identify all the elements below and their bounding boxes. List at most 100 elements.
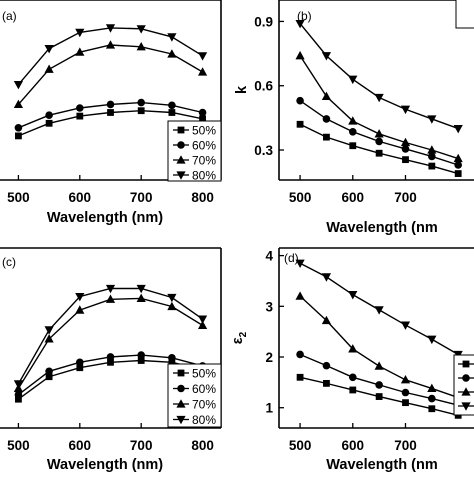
data-point xyxy=(402,156,409,164)
data-point xyxy=(375,149,383,157)
data-point xyxy=(168,354,176,362)
legend: 50%60%70%80% xyxy=(167,120,222,183)
y-tick-label: 4 xyxy=(265,249,273,264)
legend-marker xyxy=(461,387,471,396)
data-point xyxy=(167,293,177,303)
legend-marker xyxy=(176,415,186,425)
data-point xyxy=(13,81,24,90)
data-point xyxy=(44,64,54,73)
data-point xyxy=(15,395,22,403)
legend-partial xyxy=(453,354,474,416)
data-point xyxy=(197,315,208,324)
data-point xyxy=(323,379,330,387)
data-point xyxy=(375,137,383,146)
y-axis-label-base: ε xyxy=(230,337,246,344)
data-point xyxy=(375,381,383,389)
data-point xyxy=(427,115,437,124)
data-point xyxy=(453,153,463,163)
data-point xyxy=(106,353,115,361)
data-point xyxy=(136,293,146,302)
data-point xyxy=(75,28,85,38)
data-point xyxy=(321,273,332,282)
panel-c: (c) 500 600 700 800 Wavelength (nm) 50%60% 70%8… xyxy=(0,247,222,473)
legend-marker xyxy=(177,141,185,149)
legend: 50%60%70%80% xyxy=(167,363,222,428)
legend-marker xyxy=(177,384,185,393)
x-tick-label: 500 xyxy=(289,190,312,205)
data-point xyxy=(76,104,84,112)
data-point xyxy=(402,399,409,407)
x-tick-label: 500 xyxy=(289,438,312,453)
data-point xyxy=(197,52,208,61)
y-axis-label: ε2 xyxy=(230,331,249,344)
y-tick-label: 1 xyxy=(265,401,273,416)
legend-label: 60% xyxy=(192,382,216,396)
data-point xyxy=(454,170,462,177)
legend-box xyxy=(167,120,222,182)
data-point xyxy=(13,380,24,389)
data-point xyxy=(107,109,114,116)
data-point xyxy=(197,67,208,76)
data-point xyxy=(295,291,305,300)
data-point xyxy=(45,367,53,376)
data-point xyxy=(375,393,383,400)
data-point xyxy=(296,350,304,359)
series-line-3 xyxy=(17,44,203,105)
data-point xyxy=(296,96,304,105)
data-point xyxy=(400,375,411,384)
x-tick-label: 500 xyxy=(7,438,30,453)
legend-marker xyxy=(462,360,470,368)
legend-marker xyxy=(462,374,470,382)
data-point xyxy=(44,326,54,335)
legend-label: 80% xyxy=(192,413,216,427)
data-point xyxy=(295,50,305,60)
data-point xyxy=(401,388,410,397)
y-tick-label: 2 xyxy=(265,350,273,365)
data-point xyxy=(167,49,177,58)
data-point xyxy=(296,120,304,128)
panel-label: (d) xyxy=(284,251,299,265)
x-tick-label: 700 xyxy=(130,190,153,205)
legend-label: 50% xyxy=(192,367,216,381)
legend-marker xyxy=(177,369,185,377)
data-point xyxy=(374,93,384,103)
legend-label: 80% xyxy=(192,169,216,183)
data-point xyxy=(197,320,208,329)
data-point xyxy=(167,33,177,42)
legend-marker xyxy=(176,171,186,180)
x-axis-label: Wavelength (nm xyxy=(326,457,437,473)
data-point xyxy=(322,115,331,123)
data-point xyxy=(348,373,357,382)
data-point xyxy=(13,99,24,108)
panel-label: (c) xyxy=(2,255,16,269)
data-point xyxy=(45,373,53,381)
data-point xyxy=(44,334,54,343)
data-point xyxy=(323,133,330,141)
legend-marker xyxy=(176,399,186,408)
data-point xyxy=(75,47,85,56)
data-point xyxy=(168,101,176,110)
data-point xyxy=(45,111,53,119)
data-point xyxy=(198,108,207,117)
x-axis-label: Wavelength (nm) xyxy=(47,457,163,473)
y-tick-label: 0.6 xyxy=(254,79,273,94)
data-point xyxy=(76,364,84,372)
data-point xyxy=(428,152,436,161)
data-point xyxy=(107,358,114,366)
data-point xyxy=(349,386,357,394)
data-point xyxy=(105,40,116,49)
data-point xyxy=(137,107,145,115)
data-point xyxy=(106,100,115,109)
x-tick-label: 600 xyxy=(342,438,365,453)
x-tick-label: 700 xyxy=(130,438,153,453)
x-tick-label: 700 xyxy=(394,190,417,205)
data-point xyxy=(137,98,145,107)
data-point xyxy=(137,357,145,364)
x-axis-label: Wavelength (nm xyxy=(326,220,437,236)
data-point xyxy=(14,124,23,132)
panel-label: (a) xyxy=(2,9,17,23)
data-point xyxy=(295,19,305,29)
